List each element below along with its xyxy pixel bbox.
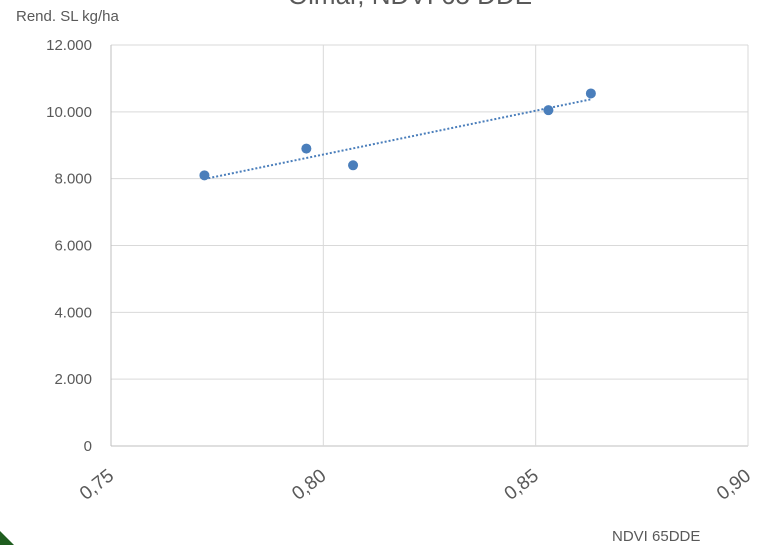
x-tick-label: 0,80	[288, 465, 330, 504]
y-tick-label: 12.000	[46, 37, 92, 54]
data-points	[199, 88, 596, 181]
data-point	[585, 88, 596, 99]
y-tick-label: 8.000	[54, 171, 92, 188]
data-point	[199, 170, 210, 181]
y-axis-label: Rend. SL kg/ha	[16, 8, 120, 25]
x-tick-label: 0,90	[713, 465, 755, 504]
x-tick-label: 0,75	[76, 465, 118, 504]
y-axis-ticks: 0 2.000 4.000 6.000 8.000 10.000 12.000	[46, 37, 92, 455]
x-axis-label: NDVI 65DDE	[612, 528, 700, 545]
y-tick-label: 4.000	[54, 304, 92, 321]
y-tick-label: 2.000	[54, 371, 92, 388]
data-point	[543, 105, 554, 116]
y-tick-label: 6.000	[54, 238, 92, 255]
trendline-group	[204, 98, 592, 181]
x-axis-ticks: 0,75 0,80 0,85 0,90	[76, 465, 755, 504]
grid-lines	[110, 44, 749, 447]
data-point	[301, 143, 312, 154]
y-tick-label: 0	[84, 438, 92, 455]
x-tick-label: 0,85	[501, 465, 543, 504]
data-point	[348, 160, 359, 171]
y-tick-label: 10.000	[46, 104, 92, 121]
corner-decoration	[0, 531, 14, 545]
trendline	[204, 98, 592, 181]
chart-title: Olmar, NDVI 65 DDE	[288, 0, 532, 10]
